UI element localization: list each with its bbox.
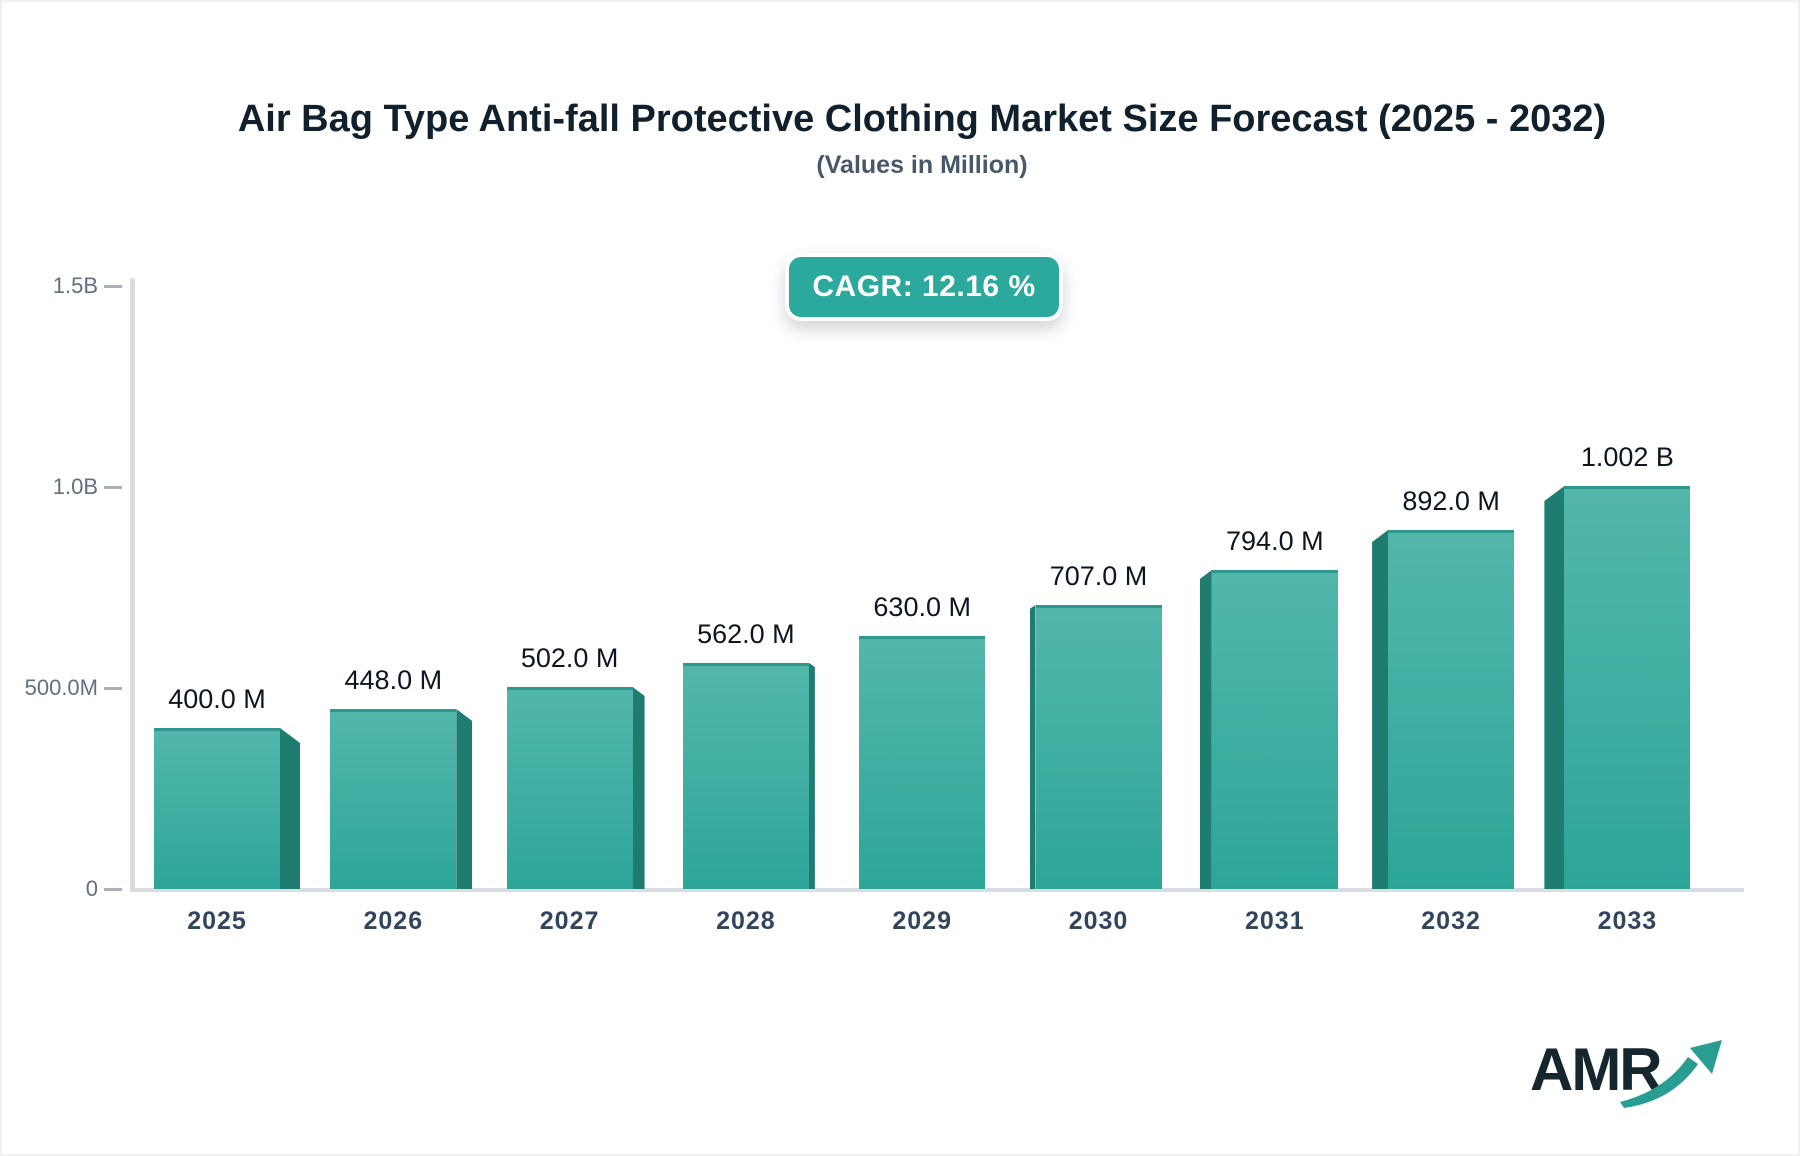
bar-2033 bbox=[1544, 486, 1691, 889]
bar-side bbox=[1372, 530, 1389, 889]
cagr-badge-label: CAGR: 12.16 % bbox=[812, 270, 1036, 303]
bar-2032 bbox=[1372, 530, 1515, 889]
x-axis-label-2028: 2028 bbox=[716, 907, 776, 935]
bar-face bbox=[1388, 530, 1515, 889]
y-axis-tick-mark bbox=[104, 888, 122, 891]
y-axis-tick-label-0: 0 bbox=[85, 876, 98, 901]
bar-2030 bbox=[1029, 605, 1162, 889]
bar-side bbox=[1199, 570, 1212, 889]
bar-side bbox=[1544, 486, 1565, 889]
bar-2027 bbox=[506, 687, 645, 889]
bar-2026 bbox=[330, 709, 473, 889]
x-axis-line bbox=[130, 888, 1744, 892]
x-axis-label-2033: 2033 bbox=[1597, 907, 1658, 935]
bar-face bbox=[154, 728, 280, 889]
bar-face bbox=[330, 709, 457, 889]
y-axis-tick-mark bbox=[104, 687, 122, 690]
bar-value-label-2025: 400.0 M bbox=[168, 684, 266, 714]
bar-face bbox=[1211, 570, 1338, 889]
cagr-badge: CAGR: 12.16 % bbox=[785, 253, 1063, 321]
x-axis-label-2027: 2027 bbox=[539, 907, 600, 935]
bar-value-label-2027: 502.0 M bbox=[520, 643, 619, 673]
y-axis-tick-mark bbox=[104, 285, 122, 288]
y-axis-tick-label-1.5B: 1.5B bbox=[52, 273, 98, 298]
bar-side bbox=[456, 709, 473, 889]
bar-value-label-2026: 448.0 M bbox=[344, 665, 443, 695]
bar-face bbox=[859, 636, 986, 889]
bar-2025 bbox=[154, 728, 300, 889]
growth-arrow-icon bbox=[1620, 1040, 1722, 1108]
x-axis-label-2026: 2026 bbox=[363, 907, 424, 935]
amr-logo: AMR bbox=[1530, 1032, 1730, 1122]
bar-side bbox=[632, 687, 645, 889]
bar-value-label-2033: 1.002 B bbox=[1580, 442, 1674, 472]
amr-logo-text: AMR bbox=[1530, 1036, 1663, 1103]
bar-face bbox=[1564, 486, 1691, 889]
x-axis-label-2032: 2032 bbox=[1421, 907, 1481, 935]
x-axis-label-2025: 2025 bbox=[187, 907, 247, 935]
bar-face bbox=[506, 687, 633, 889]
y-axis-line bbox=[130, 278, 135, 890]
chart-title: Air Bag Type Anti-fall Protective Clothi… bbox=[237, 98, 1607, 140]
bar-2028 bbox=[682, 663, 815, 889]
bar-side bbox=[808, 663, 815, 889]
x-axis-label-2031: 2031 bbox=[1244, 907, 1305, 935]
bar-side bbox=[280, 728, 300, 889]
x-axis-label-2030: 2030 bbox=[1068, 907, 1129, 935]
chart-subtitle: (Values in Million) bbox=[816, 151, 1028, 179]
bar-side bbox=[1029, 605, 1036, 889]
y-axis-tick-mark bbox=[104, 486, 122, 489]
bar-value-label-2030: 707.0 M bbox=[1049, 561, 1148, 591]
bar-value-label-2032: 892.0 M bbox=[1402, 486, 1500, 516]
bar-value-label-2031: 794.0 M bbox=[1226, 526, 1324, 556]
bar-value-label-2028: 562.0 M bbox=[697, 619, 795, 649]
bar-value-label-2029: 630.0 M bbox=[873, 592, 971, 622]
y-axis-tick-label-500.0M: 500.0M bbox=[24, 675, 98, 700]
bar-2031 bbox=[1199, 570, 1338, 889]
y-axis-tick-label-1.0B: 1.0B bbox=[52, 474, 98, 499]
bar-face bbox=[1035, 605, 1162, 889]
x-axis-label-2029: 2029 bbox=[892, 907, 952, 935]
bar-2029 bbox=[859, 636, 986, 889]
bar-face bbox=[682, 663, 809, 889]
